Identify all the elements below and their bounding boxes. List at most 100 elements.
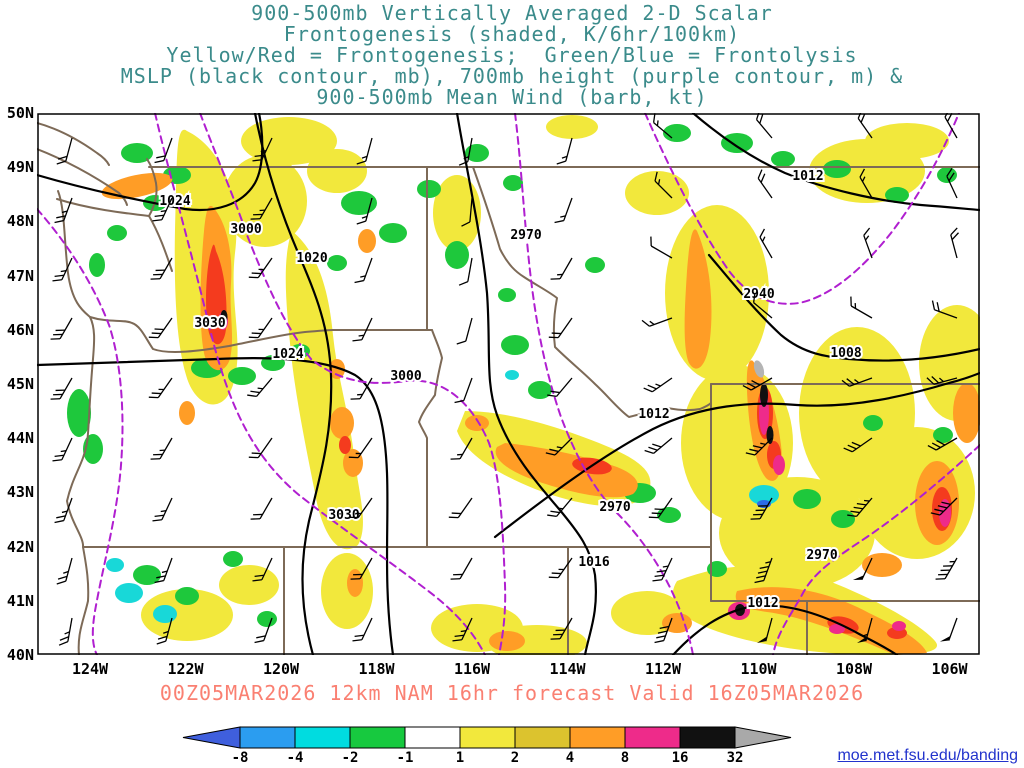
colorbar-segment (514, 726, 571, 749)
wind-barb (850, 296, 873, 319)
wind-barb (652, 557, 673, 582)
wind-barb (354, 257, 373, 284)
colorbar-tick-label: 2 (510, 750, 520, 766)
wind-barb (752, 293, 773, 319)
lat-tick-label: 44N (6, 429, 34, 448)
wind-barb (50, 317, 73, 340)
wind-barb (841, 377, 873, 387)
wind-barb (927, 437, 958, 451)
wind-barb (652, 113, 673, 139)
wind-barb (450, 557, 473, 580)
lat-tick-label: 43N (6, 483, 34, 502)
weather-map: 1024 3000 1020 3030 1024 3000 3030 2970 2970 1016… (37, 113, 980, 655)
contour-label: 1012 (638, 407, 669, 422)
colorbar-tick-label: -8 (231, 750, 249, 766)
wind-barb (550, 257, 573, 280)
wind-barb (939, 617, 958, 642)
contour-label: 1012 (792, 169, 823, 184)
lat-tick-label: 50N (6, 104, 34, 122)
mslp-contours (37, 113, 980, 655)
wind-barb (926, 376, 958, 385)
contour-label: 3000 (390, 369, 421, 384)
wind-barb (54, 197, 73, 224)
title-line-1: 900-500mb Vertically Averaged 2-D Scalar (251, 1, 773, 25)
lon-tick-label: 112W (644, 660, 682, 678)
title-line-2: Frontogenesis (shaded, K/6hr/100km) (283, 22, 741, 46)
wind-barb (863, 227, 873, 259)
wind-barb (352, 617, 373, 642)
wind-barb (641, 317, 673, 327)
colorbar-segment (459, 726, 516, 749)
wind-barb (950, 227, 959, 259)
colorbar-tick-label: 32 (726, 750, 744, 766)
wind-barb (148, 377, 173, 399)
wind-barb (458, 137, 473, 166)
title-line-3: Yellow/Red = Frontogenesis; Green/Blue =… (166, 43, 858, 67)
colorbar-segment (239, 726, 296, 749)
wind-barb (350, 557, 373, 580)
contour-label: 2940 (743, 287, 774, 302)
colorbar-labels: -8 -4 -2 -1 1 2 4 8 16 32 (0, 750, 1024, 768)
lon-tick-label: 110W (740, 660, 777, 678)
wind-barb (759, 228, 773, 259)
site-link[interactable]: moe.met.fsu.edu/banding (837, 747, 1018, 764)
wind-barb (248, 257, 273, 279)
wind-barb (550, 617, 573, 640)
wind-barb (348, 497, 373, 519)
lat-tick-label: 49N (6, 158, 34, 177)
wind-barb (356, 197, 373, 225)
colorbar-segment (569, 726, 626, 749)
wind-barb (755, 113, 773, 139)
wind-barb (50, 377, 73, 400)
wind-barb (450, 437, 473, 460)
latitude-axis: 50N 49N 48N 47N 46N 45N 44N 43N 42N 41N 40N (0, 0, 34, 768)
lon-tick-label: 124W (71, 660, 109, 678)
wind-barb (448, 497, 473, 519)
wind-barb (547, 377, 573, 398)
wind-barb (54, 497, 73, 524)
contour-label: 1024 (272, 347, 303, 362)
lat-tick-label: 40N (6, 646, 34, 664)
wind-barb (454, 377, 473, 404)
colorbar-tick-label: 16 (671, 750, 689, 766)
lon-tick-label: 118W (358, 660, 395, 678)
lat-tick-label: 45N (6, 375, 34, 393)
wind-barb (548, 557, 573, 579)
wind-barb (545, 437, 573, 456)
contour-label: 1012 (747, 596, 778, 611)
colorbar-tick-label: 8 (620, 750, 630, 766)
wind-barb (643, 377, 673, 393)
lon-tick-label: 116W (453, 660, 491, 678)
wind-barb (650, 236, 673, 259)
lat-tick-label: 47N (6, 266, 34, 285)
colorbar-segment (294, 726, 351, 749)
wind-barb (250, 497, 273, 520)
wind-barb (548, 317, 573, 339)
wind-barb (248, 437, 273, 459)
wind-barb (847, 497, 873, 518)
colorbar-tick-label: -1 (396, 750, 414, 766)
colorbar-segment (349, 726, 406, 749)
wind-barb (654, 171, 673, 199)
colorbar-tick-label: 1 (455, 750, 465, 766)
chart-title: 900-500mb Vertically Averaged 2-D Scalar… (0, 3, 1024, 108)
wind-barb (58, 617, 73, 646)
wind-barb (931, 300, 958, 319)
wind-barb (547, 497, 573, 518)
wind-barb (150, 257, 173, 280)
wind-barb (150, 437, 173, 460)
colorbar-tick-label: 4 (565, 750, 575, 766)
wind-barbs-layer (50, 113, 959, 646)
wind-barb (152, 197, 173, 222)
lat-tick-label: 41N (6, 591, 34, 610)
wind-barb (648, 497, 673, 519)
forecast-caption: 00Z05MAR2026 12km NAM 16hr forecast Vali… (159, 681, 865, 705)
lon-tick-label: 120W (262, 660, 300, 678)
contour-label: 2970 (599, 500, 630, 515)
wind-barb (56, 557, 73, 585)
wind-barb (252, 137, 273, 162)
wind-barb (52, 437, 73, 462)
contour-label: 2970 (510, 228, 541, 243)
wind-barb (350, 377, 373, 400)
wind-barb (750, 497, 773, 520)
